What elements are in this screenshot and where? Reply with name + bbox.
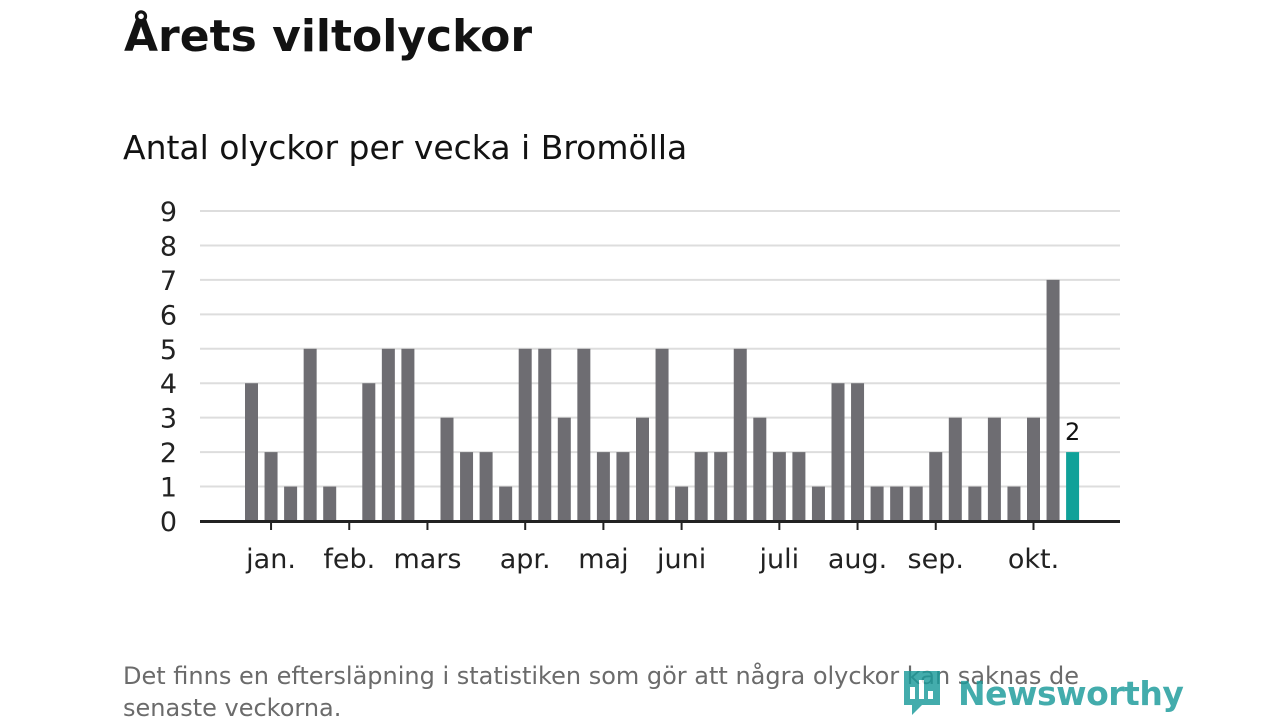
bar bbox=[284, 486, 298, 521]
bar bbox=[851, 383, 865, 521]
bar bbox=[636, 417, 649, 521]
bar bbox=[1007, 486, 1021, 521]
bar bbox=[557, 417, 571, 521]
logo-text: Newsworthy bbox=[958, 673, 1184, 713]
y-tick-label-9: 9 bbox=[160, 197, 177, 228]
bar bbox=[303, 348, 317, 521]
chart-subtitle: Antal olyckor per vecka i Bromölla bbox=[123, 128, 688, 167]
bar bbox=[831, 383, 845, 521]
bar bbox=[440, 417, 454, 521]
x-tick-label: sep. bbox=[908, 544, 964, 575]
x-tick-label: aug. bbox=[828, 544, 887, 575]
y-tick-label-2: 2 bbox=[160, 438, 177, 469]
bar bbox=[968, 486, 982, 521]
x-tick-label: mars bbox=[393, 544, 461, 575]
x-tick-label: feb. bbox=[323, 544, 375, 575]
x-axis: jan. feb. mars apr. maj juni juli aug. sep. okt. bbox=[200, 520, 1120, 575]
bar bbox=[655, 348, 669, 521]
x-tick-label: okt. bbox=[1008, 544, 1059, 575]
bar bbox=[890, 486, 904, 521]
bar bbox=[909, 486, 923, 521]
x-tick-label: juli bbox=[759, 544, 800, 575]
newsworthy-logo-icon bbox=[904, 671, 940, 715]
y-tick-label-1: 1 bbox=[160, 473, 177, 504]
x-tick-label: maj bbox=[578, 544, 628, 575]
bar bbox=[772, 452, 786, 521]
bar bbox=[811, 486, 825, 521]
y-tick-label-5: 5 bbox=[160, 335, 177, 366]
bar bbox=[714, 452, 728, 521]
y-tick-label-6: 6 bbox=[160, 300, 177, 331]
bar bbox=[518, 348, 532, 521]
bar bbox=[479, 452, 493, 521]
bar bbox=[792, 452, 806, 521]
bar bbox=[460, 452, 474, 521]
y-tick-label-7: 7 bbox=[160, 266, 177, 297]
bar bbox=[675, 486, 689, 521]
bar bbox=[499, 486, 513, 521]
bar bbox=[323, 486, 337, 521]
bar bbox=[1027, 417, 1040, 521]
bar bbox=[577, 348, 591, 521]
bar bbox=[987, 417, 1001, 521]
x-tick-label: juni bbox=[656, 544, 706, 575]
bar bbox=[596, 452, 610, 521]
y-axis-ticks: 01 23 45 67 89 bbox=[160, 197, 177, 538]
x-tick-label: apr. bbox=[500, 544, 551, 575]
y-tick-label-0: 0 bbox=[160, 507, 177, 538]
bar bbox=[264, 452, 278, 521]
bar bbox=[362, 383, 376, 521]
bar bbox=[870, 486, 884, 521]
bar bbox=[694, 452, 708, 521]
bar bbox=[538, 348, 552, 521]
y-tick-label-8: 8 bbox=[160, 231, 177, 262]
data-labels: 2 bbox=[1065, 418, 1080, 446]
bars bbox=[245, 279, 1080, 521]
bar bbox=[753, 417, 767, 521]
bar bbox=[381, 348, 395, 521]
bar bbox=[616, 452, 630, 521]
bar bbox=[929, 452, 943, 521]
chart-title: Årets viltolyckor bbox=[124, 11, 533, 62]
newsworthy-logo: Newsworthy bbox=[900, 664, 1184, 720]
y-tick-label-4: 4 bbox=[160, 369, 177, 400]
bar bbox=[733, 348, 747, 521]
bar-highlight bbox=[1066, 452, 1080, 521]
y-tick-label-3: 3 bbox=[160, 404, 177, 435]
bar bbox=[245, 383, 258, 521]
bar bbox=[948, 417, 962, 521]
bar bbox=[1046, 279, 1060, 521]
highlight-data-label: 2 bbox=[1065, 418, 1080, 446]
bar bbox=[401, 348, 415, 521]
x-tick-label: jan. bbox=[245, 544, 296, 575]
